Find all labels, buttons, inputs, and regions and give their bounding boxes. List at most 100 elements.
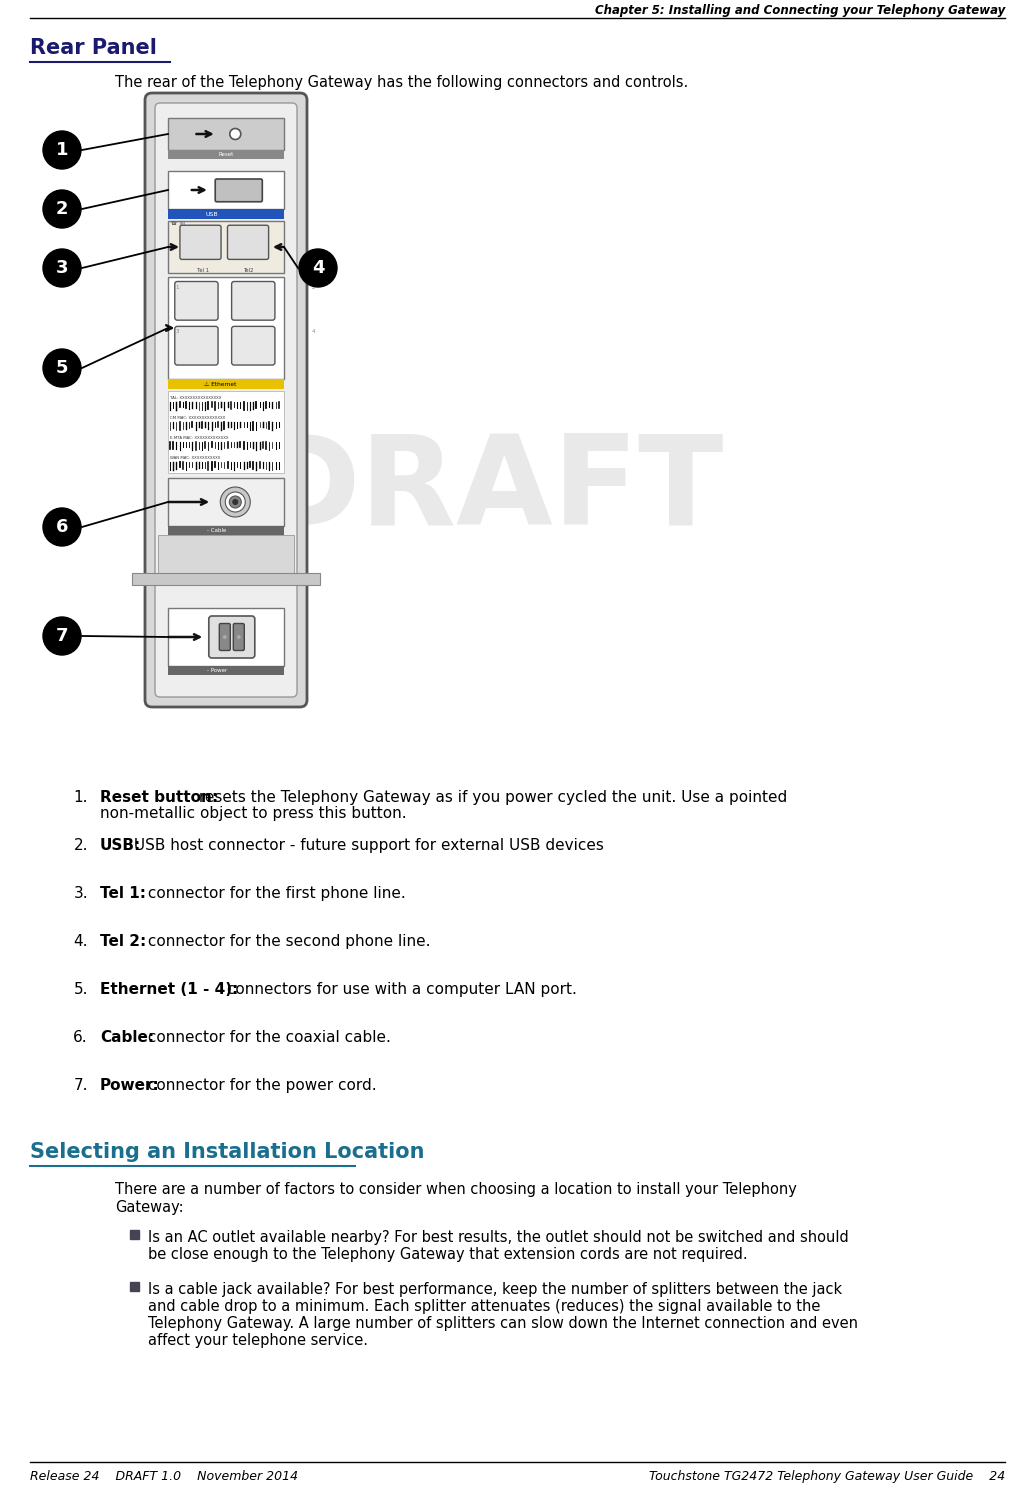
Bar: [158, 535, 294, 573]
Text: Tel 1: Tel 1: [197, 268, 208, 273]
Text: 2: 2: [56, 199, 68, 217]
Text: 3: 3: [175, 328, 179, 334]
Text: 1.: 1.: [73, 790, 88, 805]
FancyBboxPatch shape: [219, 624, 230, 651]
Text: 4.: 4.: [73, 934, 88, 949]
Text: Reset button:: Reset button:: [100, 790, 218, 805]
Text: ☎ Tel: ☎ Tel: [171, 220, 185, 226]
Text: connector for the first phone line.: connector for the first phone line.: [143, 886, 406, 901]
Circle shape: [233, 499, 237, 505]
Text: 7: 7: [56, 627, 68, 645]
Text: Cable:: Cable:: [100, 1030, 154, 1045]
Circle shape: [236, 636, 240, 639]
Text: 3: 3: [56, 259, 68, 277]
Text: Is an AC outlet available nearby? For best results, the outlet should not be swi: Is an AC outlet available nearby? For be…: [148, 1231, 848, 1246]
Text: 2.: 2.: [73, 838, 88, 853]
Text: 2: 2: [312, 285, 315, 289]
Circle shape: [230, 129, 240, 139]
Circle shape: [229, 496, 241, 508]
Text: connector for the power cord.: connector for the power cord.: [143, 1078, 377, 1093]
Bar: [168, 150, 284, 159]
FancyBboxPatch shape: [174, 327, 218, 366]
Text: TAL: XXXXXXXXXXXXXXXX: TAL: XXXXXXXXXXXXXXXX: [170, 396, 222, 400]
Text: 1: 1: [56, 141, 68, 159]
Text: Tel 2:: Tel 2:: [100, 934, 147, 949]
Text: USB: USB: [205, 211, 219, 216]
Text: 6: 6: [56, 519, 68, 537]
Bar: [168, 379, 284, 390]
FancyBboxPatch shape: [233, 624, 245, 651]
Text: Reset: Reset: [219, 151, 233, 157]
FancyBboxPatch shape: [231, 327, 275, 366]
Circle shape: [223, 636, 227, 639]
Text: Touchstone TG2472 Telephony Gateway User Guide    24: Touchstone TG2472 Telephony Gateway User…: [649, 1471, 1005, 1483]
Text: Tel 1:: Tel 1:: [100, 886, 146, 901]
Text: There are a number of factors to consider when choosing a location to install yo: There are a number of factors to conside…: [115, 1183, 797, 1198]
Text: resets the Telephony Gateway as if you power cycled the unit. Use a pointed: resets the Telephony Gateway as if you p…: [194, 790, 786, 805]
Text: WAN MAC: XXXXXXXXXXX: WAN MAC: XXXXXXXXXXX: [170, 456, 221, 460]
FancyBboxPatch shape: [155, 103, 297, 697]
FancyBboxPatch shape: [227, 225, 268, 259]
Text: connectors for use with a computer LAN port.: connectors for use with a computer LAN p…: [223, 982, 577, 997]
Bar: [168, 208, 284, 219]
FancyBboxPatch shape: [231, 282, 275, 321]
Text: 1: 1: [175, 285, 179, 289]
Text: USB:: USB:: [100, 838, 141, 853]
Circle shape: [43, 508, 80, 546]
Bar: [168, 478, 284, 526]
Text: - Power: - Power: [206, 669, 227, 673]
Text: Telephony Gateway. A large number of splitters can slow down the Internet connec: Telephony Gateway. A large number of spl…: [148, 1316, 858, 1331]
Circle shape: [43, 349, 80, 387]
Text: 4: 4: [312, 328, 315, 334]
Text: ⚠ Ethernet: ⚠ Ethernet: [204, 382, 236, 387]
Circle shape: [43, 618, 80, 655]
Text: Gateway:: Gateway:: [115, 1201, 184, 1216]
Text: E-MTA MAC: XXXXXXXXXXXXX: E-MTA MAC: XXXXXXXXXXXXX: [170, 436, 228, 441]
Text: 7.: 7.: [73, 1078, 88, 1093]
FancyBboxPatch shape: [208, 616, 255, 658]
FancyBboxPatch shape: [180, 225, 221, 259]
Text: Ethernet (1 - 4):: Ethernet (1 - 4):: [100, 982, 238, 997]
Bar: [168, 277, 284, 379]
FancyBboxPatch shape: [174, 282, 218, 321]
Text: Power:: Power:: [100, 1078, 160, 1093]
Text: 4: 4: [312, 259, 324, 277]
Text: Tel2: Tel2: [244, 268, 255, 273]
Text: Is a cable jack available? For best performance, keep the number of splitters be: Is a cable jack available? For best perf…: [148, 1282, 842, 1297]
Circle shape: [220, 487, 251, 517]
Text: 5: 5: [56, 358, 68, 378]
Bar: [132, 573, 320, 585]
Text: Selecting an Installation Location: Selecting an Installation Location: [30, 1142, 424, 1162]
Text: DRAFT: DRAFT: [256, 430, 723, 550]
Text: connector for the coaxial cable.: connector for the coaxial cable.: [143, 1030, 391, 1045]
Text: 3.: 3.: [73, 886, 88, 901]
Text: Rear Panel: Rear Panel: [30, 37, 157, 58]
Circle shape: [299, 249, 337, 286]
Circle shape: [43, 190, 80, 228]
Circle shape: [225, 492, 246, 513]
Text: 6.: 6.: [73, 1030, 88, 1045]
Text: be close enough to the Telephony Gateway that extension cords are not required.: be close enough to the Telephony Gateway…: [148, 1247, 747, 1262]
Text: The rear of the Telephony Gateway has the following connectors and controls.: The rear of the Telephony Gateway has th…: [115, 75, 688, 90]
Bar: [168, 118, 284, 150]
Bar: [168, 220, 284, 273]
Text: Release 24    DRAFT 1.0    November 2014: Release 24 DRAFT 1.0 November 2014: [30, 1471, 298, 1483]
Circle shape: [43, 130, 80, 169]
Text: Chapter 5: Installing and Connecting your Telephony Gateway: Chapter 5: Installing and Connecting you…: [594, 4, 1005, 16]
Text: affect your telephone service.: affect your telephone service.: [148, 1333, 368, 1348]
FancyBboxPatch shape: [146, 93, 307, 708]
Bar: [168, 391, 284, 474]
Text: CM MAC: XXXXXXXXXXXXXX: CM MAC: XXXXXXXXXXXXXX: [170, 417, 225, 420]
Text: connector for the second phone line.: connector for the second phone line.: [143, 934, 430, 949]
Text: non-metallic object to press this button.: non-metallic object to press this button…: [100, 806, 407, 821]
Bar: [168, 666, 284, 675]
Bar: [130, 1282, 139, 1291]
Text: and cable drop to a minimum. Each splitter attenuates (reduces) the signal avail: and cable drop to a minimum. Each splitt…: [148, 1300, 820, 1315]
FancyBboxPatch shape: [216, 178, 262, 202]
Bar: [130, 1231, 139, 1240]
Text: - Cable: - Cable: [207, 528, 226, 534]
Bar: [168, 609, 284, 666]
Text: 5.: 5.: [73, 982, 88, 997]
Circle shape: [43, 249, 80, 286]
Text: USB host connector - future support for external USB devices: USB host connector - future support for …: [129, 838, 604, 853]
